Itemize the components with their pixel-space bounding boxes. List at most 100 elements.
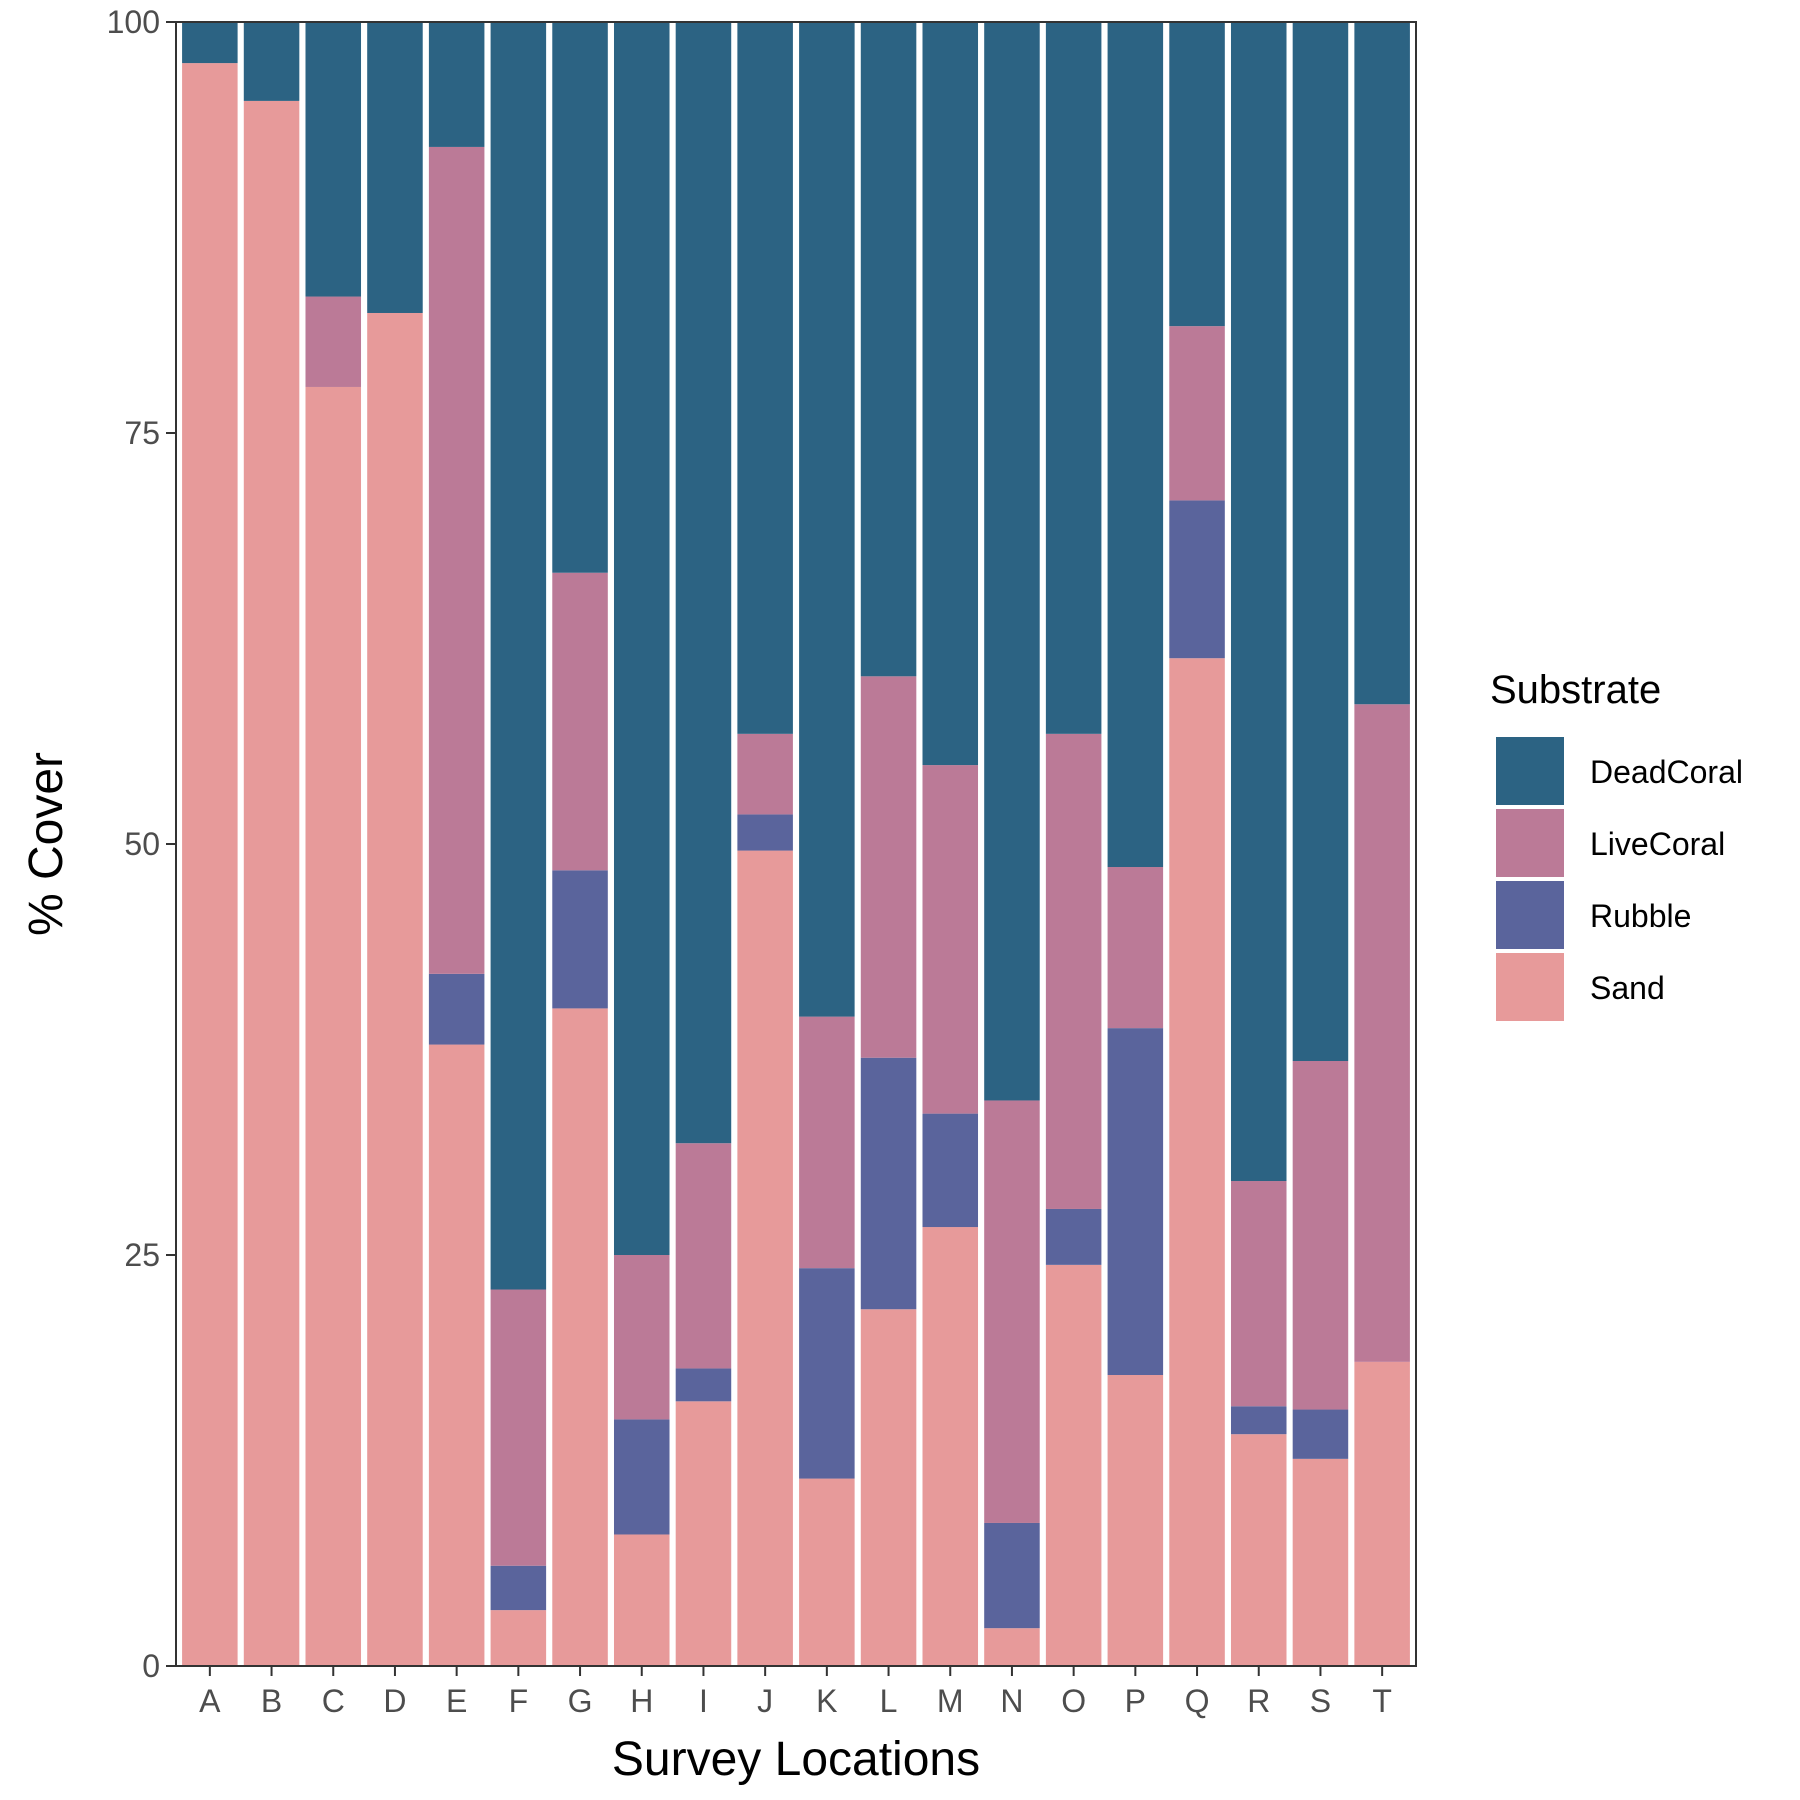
bar-livecoral-t [1354,704,1410,1362]
bar-rubble-n [984,1522,1040,1629]
x-tick-label: B [261,1683,282,1719]
bar-deadcoral-g [552,22,608,573]
bar-sand-b [243,100,300,1666]
y-axis: 0 25 50 75 100 [107,4,176,1684]
y-axis-title: % Cover [20,752,73,936]
bar-deadcoral-j [737,22,793,734]
bar-sand-t [1354,1361,1410,1666]
bar-livecoral-l [860,676,917,1058]
bar-rubble-o [1045,1208,1102,1265]
bar-rubble-p [1107,1028,1164,1376]
bar-livecoral-j [737,733,793,815]
legend-swatch-sand [1496,953,1564,1021]
bar-livecoral-r [1230,1181,1287,1407]
bar-sand-c [305,386,362,1667]
x-tick-label: D [383,1683,406,1719]
bar-deadcoral-l [860,22,917,677]
bar-rubble-l [860,1057,917,1310]
panel-border [175,21,1417,1667]
bars-group [182,22,1410,1667]
bar-deadcoral-r [1230,22,1287,1182]
bar-sand-q [1169,658,1225,1666]
bar-livecoral-f [490,1289,547,1566]
bar-deadcoral-m [922,22,979,766]
x-axis-title: Survey Locations [612,1733,980,1786]
x-tick-label: J [757,1683,773,1719]
x-tick-label: S [1310,1683,1331,1719]
bar-sand-d [367,312,423,1666]
x-tick-label: H [630,1683,653,1719]
bar-livecoral-o [1045,733,1102,1209]
bar-sand-h [613,1534,670,1666]
legend-swatch-livecoral [1496,809,1564,877]
y-tick-label: 25 [124,1237,160,1273]
bar-sand-l [860,1309,917,1666]
x-tick-label: O [1061,1683,1086,1719]
legend: Substrate DeadCoral LiveCoral Rubble Sand [1490,668,1743,1021]
bar-rubble-h [613,1419,670,1535]
x-tick-label: G [568,1683,593,1719]
y-tick-label: 50 [124,826,160,862]
bar-sand-r [1230,1434,1287,1666]
bar-livecoral-q [1169,326,1225,501]
bar-sand-i [675,1401,732,1666]
bar-sand-m [922,1227,979,1666]
bar-livecoral-k [799,1016,855,1269]
x-tick-label: E [446,1683,467,1719]
x-tick-label: R [1247,1683,1270,1719]
bar-deadcoral-n [984,22,1040,1101]
x-tick-label: L [880,1683,898,1719]
bar-deadcoral-e [428,22,485,147]
y-tick-label: 0 [142,1648,160,1684]
bar-livecoral-m [922,765,979,1114]
bar-deadcoral-b [243,22,300,101]
bar-livecoral-s [1292,1061,1349,1410]
bar-deadcoral-f [490,22,547,1290]
x-tick-label: I [699,1683,708,1719]
legend-label-livecoral: LiveCoral [1590,826,1725,862]
bar-rubble-i [675,1368,732,1402]
x-tick-label: K [816,1683,837,1719]
bar-livecoral-i [675,1143,732,1369]
x-tick-label: F [509,1683,529,1719]
bar-deadcoral-o [1045,22,1102,734]
x-tick-label: T [1372,1683,1392,1719]
bar-rubble-s [1292,1409,1349,1459]
legend-swatch-rubble [1496,881,1564,949]
bar-sand-o [1045,1264,1102,1666]
bar-livecoral-p [1107,867,1164,1029]
bar-sand-n [984,1628,1040,1666]
bar-deadcoral-q [1169,22,1225,327]
bar-livecoral-h [613,1255,670,1420]
x-tick-label: N [1000,1683,1023,1719]
bar-sand-f [490,1610,547,1666]
bar-rubble-g [552,870,608,1009]
bar-rubble-k [799,1268,855,1479]
x-tick-label: A [199,1683,221,1719]
bar-sand-e [428,1044,485,1666]
bar-livecoral-n [984,1100,1040,1523]
legend-swatch-deadcoral [1496,737,1564,805]
bar-livecoral-g [552,572,608,871]
x-tick-label: P [1125,1683,1146,1719]
bar-sand-j [737,850,793,1666]
bar-rubble-q [1169,500,1225,659]
bar-rubble-r [1230,1406,1287,1435]
x-tick-label: M [937,1683,964,1719]
bar-rubble-e [428,973,485,1045]
x-tick-label: Q [1185,1683,1210,1719]
y-tick-label: 75 [124,415,160,451]
bar-rubble-j [737,814,793,851]
bar-deadcoral-i [675,22,732,1144]
bar-sand-p [1107,1375,1164,1666]
legend-label-rubble: Rubble [1590,898,1691,934]
legend-title: Substrate [1490,668,1661,712]
bar-deadcoral-t [1354,22,1410,705]
bar-deadcoral-c [305,22,362,297]
bar-deadcoral-a [182,22,238,64]
bar-deadcoral-p [1107,22,1164,868]
bar-rubble-f [490,1565,547,1611]
bar-deadcoral-d [367,22,423,313]
